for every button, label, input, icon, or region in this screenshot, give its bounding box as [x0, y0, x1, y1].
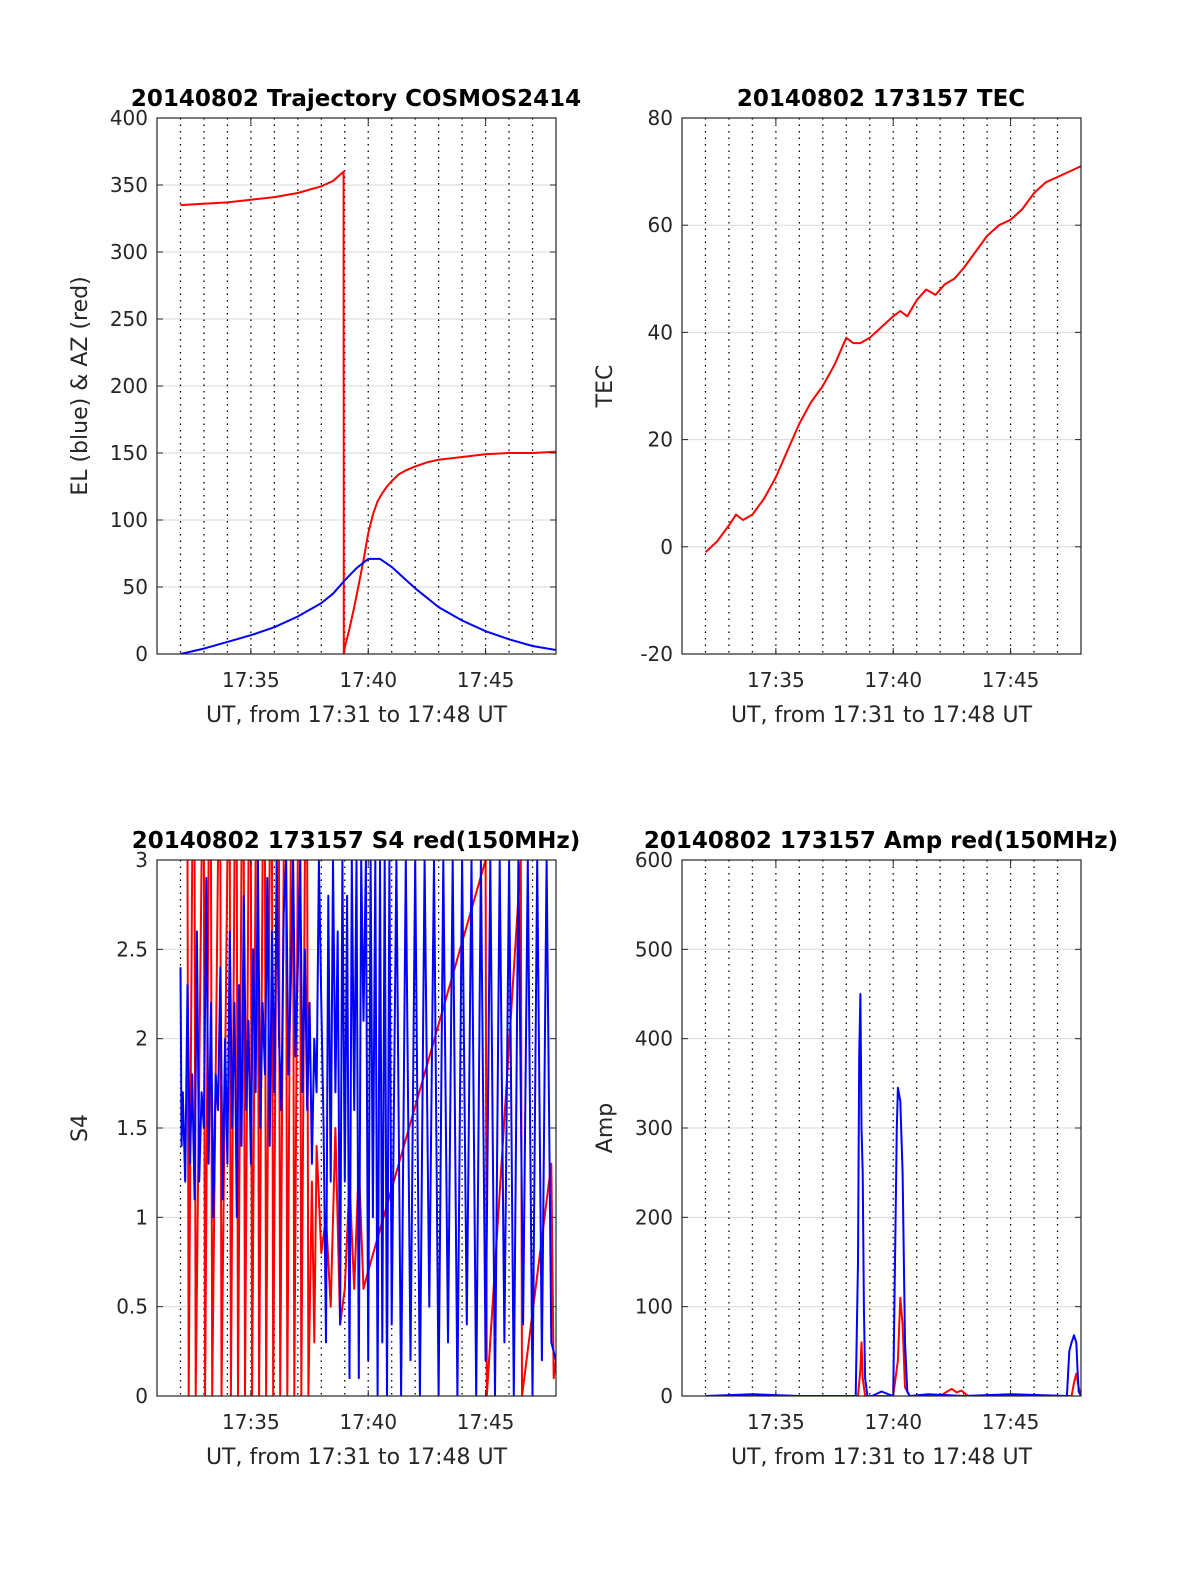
panel-title: 20140802 173157 TEC	[737, 86, 1025, 112]
x-tick-label: 17:40	[864, 1410, 922, 1434]
series-line	[180, 170, 556, 654]
x-tick-label: 17:45	[982, 1410, 1040, 1434]
panel-tec: -20 0 20 40 60 80 17:35 17:40 17:45 20140802 173…	[593, 86, 1082, 728]
y-tick-label: 2.5	[116, 937, 148, 961]
x-tick-label: 17:35	[222, 1410, 280, 1434]
y-axis-label: S4	[68, 1114, 93, 1142]
x-tick-label: 17:40	[339, 668, 397, 692]
y-tick-label: 0	[135, 642, 148, 666]
y-tick-label: 200	[635, 1205, 673, 1229]
y-tick-label: 0.5	[116, 1295, 148, 1319]
x-tick-label: 17:40	[339, 1410, 397, 1434]
y-tick-label: 0	[660, 535, 673, 559]
panel-title: 20140802 173157 S4 red(150MHz)	[132, 828, 581, 854]
y-axis-label: EL (blue) & AZ (red)	[68, 276, 93, 495]
y-tick-label: 60	[648, 213, 673, 237]
y-tick-label: 350	[110, 173, 148, 197]
y-tick-label: 80	[648, 106, 673, 130]
x-tick-label: 17:35	[222, 668, 280, 692]
y-tick-label: 200	[110, 374, 148, 398]
x-tick-label: 17:45	[982, 668, 1040, 692]
x-axis-label: UT, from 17:31 to 17:48 UT	[206, 1445, 508, 1470]
panel-title: 20140802 Trajectory COSMOS2414	[131, 86, 581, 112]
y-tick-label: 1.5	[116, 1116, 148, 1140]
panel-s4: 0 0.5 1 1.5 2 2.5 3 17:35 17:40 17:45 20140802 17…	[68, 828, 580, 1470]
series-line	[705, 993, 1081, 1396]
series-line	[180, 557, 556, 654]
x-tick-label: 17:40	[864, 668, 922, 692]
x-tick-label: 17:35	[747, 668, 805, 692]
x-tick-label: 17:35	[747, 1410, 805, 1434]
x-axis-label: UT, from 17:31 to 17:48 UT	[731, 1445, 1033, 1470]
panel-amp: 0 100 200 300 400 500 600 17:35 17:40 17:45 20140…	[593, 828, 1118, 1470]
y-axis-label: TEC	[593, 365, 618, 409]
series-line	[186, 860, 556, 1396]
y-tick-label: 40	[648, 320, 673, 344]
y-tick-label: 400	[635, 1027, 673, 1051]
y-tick-label: 1	[135, 1205, 148, 1229]
x-tick-label: 17:45	[457, 1410, 515, 1434]
y-tick-label: 2	[135, 1027, 148, 1051]
y-tick-label: 0	[135, 1384, 148, 1408]
y-tick-label: 400	[110, 106, 148, 130]
y-tick-label: 100	[110, 508, 148, 532]
plot-frame	[681, 117, 1082, 655]
x-axis-label: UT, from 17:31 to 17:48 UT	[206, 703, 508, 728]
y-tick-label: 150	[110, 441, 148, 465]
y-tick-label: 3	[135, 848, 148, 872]
y-tick-label: 300	[635, 1116, 673, 1140]
x-tick-label: 17:45	[457, 668, 515, 692]
series-line	[704, 165, 1081, 553]
y-axis-label: Amp	[593, 1103, 618, 1153]
y-tick-label: 50	[123, 575, 148, 599]
y-tick-label: 100	[635, 1295, 673, 1319]
y-tick-label: 250	[110, 307, 148, 331]
y-tick-label: 300	[110, 240, 148, 264]
series-line	[179, 860, 556, 1396]
y-tick-label: 500	[635, 937, 673, 961]
y-tick-label: -20	[640, 642, 673, 666]
panel-title: 20140802 173157 Amp red(150MHz)	[644, 828, 1118, 854]
y-tick-label: 600	[635, 848, 673, 872]
y-tick-label: 20	[648, 428, 673, 452]
x-axis-label: UT, from 17:31 to 17:48 UT	[731, 703, 1033, 728]
y-tick-label: 0	[660, 1384, 673, 1408]
